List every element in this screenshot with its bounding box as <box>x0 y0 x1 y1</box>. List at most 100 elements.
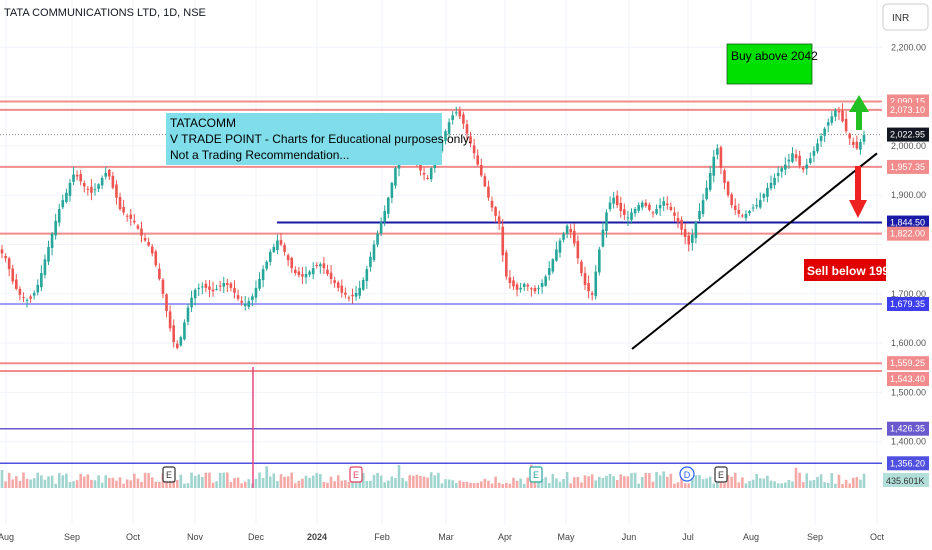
info-line-3: Not a Trading Recommendation... <box>170 148 349 162</box>
volume-bar <box>755 473 758 488</box>
volume-bar <box>247 479 251 488</box>
candlestick-series <box>0 103 866 350</box>
volume-bar <box>304 475 308 488</box>
volume-bar <box>615 480 619 488</box>
volume-bar <box>372 474 376 488</box>
volume-bar <box>104 475 108 488</box>
volume-bar <box>501 483 505 488</box>
volume-bar <box>680 475 683 488</box>
volume-bar <box>150 477 154 488</box>
candle-body <box>454 112 458 114</box>
x-tick-label: May <box>557 532 575 542</box>
candle-body <box>233 288 236 293</box>
volume-bar <box>558 481 562 488</box>
volume-bar <box>133 473 136 488</box>
volume-bar <box>437 472 440 488</box>
volume-bar <box>351 481 354 488</box>
candle-body <box>254 287 258 298</box>
volume-bar <box>748 481 751 488</box>
volume-bar <box>601 477 605 488</box>
event-marker-label: E <box>353 470 359 480</box>
candle-body <box>694 222 698 239</box>
candle-body <box>286 255 290 261</box>
volume-bar <box>75 480 79 488</box>
volume-bar <box>383 482 387 488</box>
volume-bar <box>226 472 229 488</box>
volume-bar <box>637 483 640 488</box>
candle-body <box>669 206 673 210</box>
candle-body <box>762 194 766 198</box>
candle-body <box>801 167 805 170</box>
candle-body <box>648 204 651 210</box>
candle-body <box>204 283 208 288</box>
candle-body <box>630 212 633 221</box>
volume-bar <box>708 476 712 488</box>
event-marker-shape <box>162 466 176 483</box>
event-marker-label: E <box>533 470 539 480</box>
candle-body <box>22 297 25 299</box>
volume-bar <box>412 475 415 488</box>
info-box: TATACOMM V TRADE POINT - Charts for Educ… <box>166 113 471 165</box>
volume-bar <box>283 476 286 488</box>
candle-body <box>118 197 122 210</box>
volume-bar <box>766 475 769 488</box>
candle-body <box>376 233 379 245</box>
candle-body <box>776 173 780 176</box>
candle-body <box>637 205 640 211</box>
candle-body <box>190 297 193 308</box>
volume-bar <box>243 481 247 488</box>
candle-body <box>108 169 111 177</box>
volume-bar <box>175 480 179 488</box>
trendline[interactable] <box>631 152 878 350</box>
volume-bar <box>193 475 197 488</box>
candle-body <box>129 214 133 219</box>
volume-bar <box>229 482 233 488</box>
candle-body <box>626 217 630 219</box>
volume-bar <box>519 478 522 488</box>
candle-body <box>47 246 50 262</box>
candle-body <box>215 288 218 290</box>
volume-bar <box>841 483 844 488</box>
candle-body <box>601 229 605 247</box>
volume-bar <box>619 474 623 488</box>
volume-bar <box>7 472 11 488</box>
volume-bar <box>462 481 465 488</box>
candle-body <box>758 200 762 208</box>
volume-bar <box>447 479 451 488</box>
candle-body <box>615 195 619 206</box>
y-tick-label: 1,700.00 <box>891 289 926 299</box>
candle-body <box>179 337 183 346</box>
candle-body <box>733 205 737 210</box>
volume-bar <box>108 477 111 488</box>
volume-bar <box>347 481 351 488</box>
event-marker: E <box>714 466 728 483</box>
volume-bar <box>809 480 812 488</box>
candle-body <box>200 286 204 288</box>
y-tick-label: 2,200.00 <box>891 42 926 52</box>
price-label: 1,559.25 <box>887 356 929 371</box>
volume-bar <box>261 478 265 488</box>
candle-body <box>594 271 598 297</box>
price-label: 2,022.95 <box>887 127 929 142</box>
volume-bar <box>93 480 97 488</box>
x-axis[interactable]: Aug Sep Oct Nov Dec 2024 Feb Mar Apr May Jun Jul Aug… <box>0 532 884 542</box>
candle-body <box>354 292 358 297</box>
y-axis[interactable]: 2,200.00 2,000.00 1,900.00 1,700.00 1,600.00… <box>891 42 926 446</box>
price-label-background <box>887 215 929 230</box>
volume-bar <box>79 473 82 488</box>
volume-bar <box>444 479 447 488</box>
volume-bar <box>186 483 190 488</box>
candle-body <box>211 289 215 292</box>
volume-bar <box>694 475 698 488</box>
currency-button[interactable]: INR <box>882 3 929 31</box>
candle-body <box>665 203 669 206</box>
volume-bar <box>208 472 211 488</box>
volume-bar <box>90 479 93 488</box>
candle-body <box>519 287 522 290</box>
candle-body <box>193 289 197 299</box>
price-label-background <box>887 226 929 241</box>
candle-body <box>859 141 862 150</box>
volume-bar <box>0 470 4 488</box>
